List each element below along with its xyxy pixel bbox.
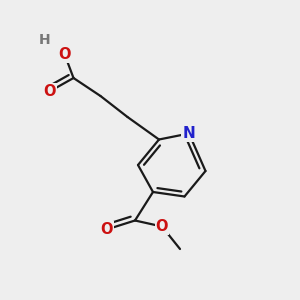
Text: N: N bbox=[183, 126, 195, 141]
Text: O: O bbox=[100, 222, 113, 237]
Text: O: O bbox=[156, 219, 168, 234]
Text: O: O bbox=[43, 84, 56, 99]
Text: H: H bbox=[39, 33, 51, 46]
Text: O: O bbox=[58, 46, 71, 62]
